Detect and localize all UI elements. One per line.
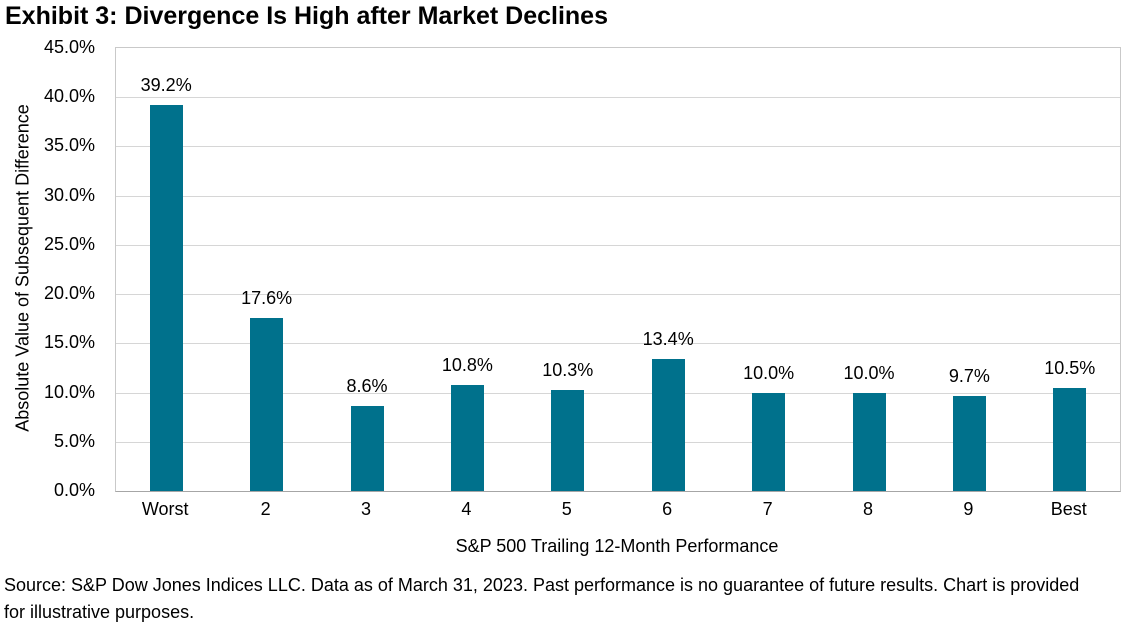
gridline <box>116 441 1120 443</box>
x-tick-label-9: 9 <box>963 499 974 519</box>
gridline <box>116 294 1120 296</box>
gridline <box>116 195 1120 197</box>
y-axis-ticks: 45.0% 40.0% 35.0% 30.0% 25.0% 20.0% 15.0% 10.0%… <box>0 37 95 500</box>
x-tick-label-7: 7 <box>762 499 773 519</box>
x-tick-label-8: 8 <box>862 499 873 519</box>
bar-Best <box>1053 387 1087 491</box>
bar-Worst <box>149 105 183 491</box>
bar-value-label: 10.3% <box>542 359 594 380</box>
bar-value-label: 10.0% <box>843 362 895 383</box>
bar-value-label: 13.4% <box>642 329 694 350</box>
y-tick-label: 30.0% <box>43 184 95 205</box>
bar-5 <box>551 389 585 491</box>
bar-value-label: 17.6% <box>241 287 293 308</box>
x-tick-label-Best: Best <box>1050 499 1087 519</box>
gridline <box>116 244 1120 246</box>
x-tick-label-2: 2 <box>260 499 271 519</box>
bar-value-label: 10.0% <box>743 362 795 383</box>
bar-3 <box>350 406 384 491</box>
bar-4 <box>450 384 484 491</box>
x-axis-ticks: Worst 2 3 4 5 6 7 8 9 Best <box>115 498 1119 520</box>
source-note: Source: S&P Dow Jones Indices LLC. Data … <box>4 575 1080 622</box>
y-tick-label: 40.0% <box>43 86 95 107</box>
gridline <box>116 343 1120 345</box>
bar-value-label: 9.7% <box>948 365 990 386</box>
bar-value-label: 10.5% <box>1044 357 1096 378</box>
bar-value-label: 39.2% <box>140 75 192 96</box>
y-tick-label: 5.0% <box>53 430 95 451</box>
gridline <box>116 146 1120 148</box>
bar-2 <box>250 317 284 491</box>
bar-7 <box>752 392 786 491</box>
bar-9 <box>952 395 986 491</box>
y-tick-label: 0.0% <box>53 480 95 500</box>
bar-value-label: 10.8% <box>441 354 493 375</box>
y-tick-label: 20.0% <box>43 283 95 304</box>
y-tick-label: 10.0% <box>43 381 95 402</box>
y-tick-label: 35.0% <box>43 135 95 156</box>
x-tick-label-Worst: Worst <box>141 499 189 519</box>
gridline <box>116 392 1120 394</box>
y-tick-label: 45.0% <box>43 37 95 57</box>
y-tick-label: 15.0% <box>43 332 95 353</box>
bar-value-label: 8.6% <box>346 376 388 397</box>
bar-6 <box>651 359 685 491</box>
plot-area: 39.2% 17.6% 8.6% 10.8% 10.3% 13.4% 10.0% 10.0% 9… <box>115 47 1121 492</box>
bar-8 <box>852 392 886 491</box>
x-tick-label-4: 4 <box>461 499 472 519</box>
x-tick-label-3: 3 <box>360 499 371 519</box>
y-tick-label: 25.0% <box>43 233 95 254</box>
x-tick-label-6: 6 <box>662 499 673 519</box>
x-tick-label-5: 5 <box>561 499 572 519</box>
gridline <box>116 97 1120 99</box>
page-title: Exhibit 3: Divergence Is High after Mark… <box>5 2 608 30</box>
x-axis-title: S&P 500 Trailing 12-Month Performance <box>455 536 779 556</box>
